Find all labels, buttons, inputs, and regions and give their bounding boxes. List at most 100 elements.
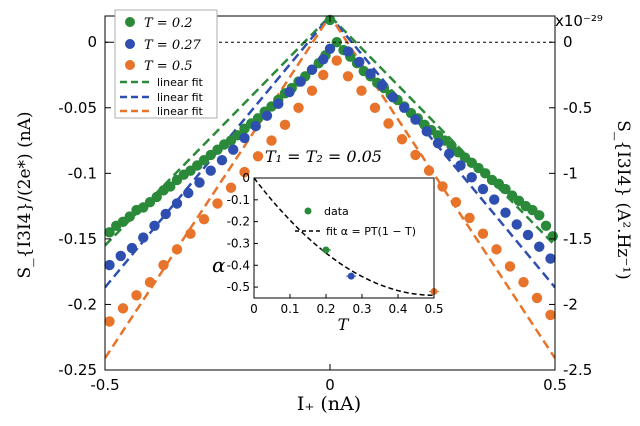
- data-point: [212, 198, 223, 209]
- data-point: [545, 253, 556, 264]
- data-point: [216, 155, 228, 166]
- data-point: [117, 303, 129, 314]
- legend-marker-t02: [125, 17, 135, 27]
- data-point: [171, 198, 183, 209]
- data-point: [477, 183, 489, 195]
- legend-marker-t027: [125, 39, 135, 49]
- left-y-tick-label: 0: [87, 33, 97, 51]
- inset-chart: 0 0.1 0.2 0.3 0.4 0.50-0.1-0.2-0.3-0.4-0.5 α …: [212, 171, 444, 334]
- data-point: [432, 137, 444, 149]
- inset-data-point: [347, 272, 355, 280]
- legend-label-t027: T = 0.27: [144, 38, 202, 53]
- inset-x-tick-label: 0.4: [388, 302, 407, 316]
- data-point: [318, 54, 329, 65]
- data-point: [444, 148, 455, 159]
- data-point: [293, 102, 304, 113]
- data-point: [252, 113, 264, 124]
- transmission-annotation: T₁ = T₂ = 0.05: [265, 147, 382, 166]
- inset-x-tick-label: 0: [250, 302, 258, 316]
- data-point: [504, 261, 516, 272]
- data-point: [158, 259, 169, 271]
- data-point: [534, 210, 545, 221]
- right-y-tick-label: 0: [563, 33, 573, 51]
- data-point: [331, 37, 342, 48]
- left-y-tick-label: -0.2: [68, 295, 97, 313]
- data-point: [295, 76, 306, 87]
- data-point: [421, 126, 432, 137]
- legend-fit-label-blue: linear fit: [157, 91, 204, 104]
- inset-y-tick-label: -0.5: [227, 280, 250, 294]
- data-point: [466, 172, 477, 183]
- data-point: [518, 276, 529, 288]
- data-point: [356, 85, 367, 96]
- right-y-tick-label: -1: [563, 164, 578, 182]
- data-point: [124, 211, 135, 222]
- legend-marker-t05: [125, 60, 135, 70]
- inset-x-tick-label: 0.3: [352, 302, 371, 316]
- inset-y-tick-label: -0.1: [227, 193, 250, 207]
- inset-x-tick-label: 0.1: [280, 302, 299, 316]
- inset-y-tick-label: -0.3: [227, 236, 250, 250]
- right-y-tick-label: -1.5: [563, 230, 592, 248]
- inset-legend-fit-label: fit α = PT(1 − T): [326, 225, 416, 238]
- data-point: [547, 231, 558, 242]
- left-y-axis-label: S_{I3I4}/(2e*) (nA): [15, 111, 35, 278]
- right-y-tick-label: -0.5: [563, 99, 592, 117]
- data-point: [239, 132, 250, 144]
- data-point: [306, 64, 318, 75]
- inset-y-tick-label: -0.2: [227, 215, 250, 229]
- axis-ticks: -0.5 0 0.50-0.05-0.1-0.15-0.2-0.250-0.5-1-…: [58, 16, 592, 394]
- inset-x-axis-label: T: [338, 315, 350, 334]
- data-point: [225, 182, 237, 193]
- inset-x-tick-label: 0.2: [316, 302, 335, 316]
- data-point: [396, 134, 408, 145]
- data-point: [104, 259, 115, 271]
- data-point: [104, 227, 115, 238]
- data-point: [545, 309, 556, 321]
- data-point: [131, 290, 142, 301]
- data-point: [279, 119, 291, 131]
- data-point: [410, 149, 421, 161]
- data-point: [318, 69, 329, 81]
- inset-legend-data-label: data: [324, 205, 349, 218]
- inset-x-tick-label: 0.5: [424, 302, 443, 316]
- data-point: [480, 168, 491, 179]
- inset-frame: [253, 177, 435, 299]
- data-point: [376, 80, 387, 91]
- data-point: [423, 165, 435, 176]
- data-point: [126, 242, 138, 254]
- data-point: [239, 166, 250, 178]
- data-point: [149, 220, 160, 231]
- x-tick-label: 0.5: [543, 376, 567, 394]
- data-point: [198, 214, 210, 225]
- data-point: [252, 151, 264, 162]
- data-point: [477, 228, 489, 239]
- data-point: [185, 228, 196, 239]
- inset-y-tick-label: -0.4: [227, 258, 250, 272]
- data-point: [399, 102, 410, 113]
- right-y-tick-label: -2.5: [563, 361, 592, 379]
- right-axis-exponent: x10⁻²⁹: [555, 12, 603, 30]
- data-point: [342, 46, 354, 57]
- inset-fit-curve: [253, 177, 435, 297]
- data-point: [324, 43, 336, 54]
- data-point: [144, 276, 156, 288]
- data-point: [534, 241, 545, 252]
- legend-label-t02: T = 0.2: [144, 16, 193, 31]
- x-tick-label: -0.5: [90, 376, 119, 394]
- data-point: [194, 177, 205, 188]
- data-point: [500, 207, 511, 218]
- right-y-tick-label: -2: [563, 295, 578, 313]
- data-point: [491, 244, 502, 255]
- data-point: [151, 191, 162, 203]
- data-point: [489, 194, 500, 205]
- data-point: [369, 102, 381, 113]
- data-point: [331, 55, 342, 66]
- data-point: [261, 110, 273, 121]
- inset-data-point: [322, 246, 330, 254]
- inset-y-tick-label: 0: [242, 171, 250, 185]
- x-tick-label: 0: [325, 376, 335, 394]
- left-y-tick-label: -0.05: [58, 99, 97, 117]
- data-point: [365, 68, 376, 79]
- inset-legend-data-marker: [304, 207, 312, 215]
